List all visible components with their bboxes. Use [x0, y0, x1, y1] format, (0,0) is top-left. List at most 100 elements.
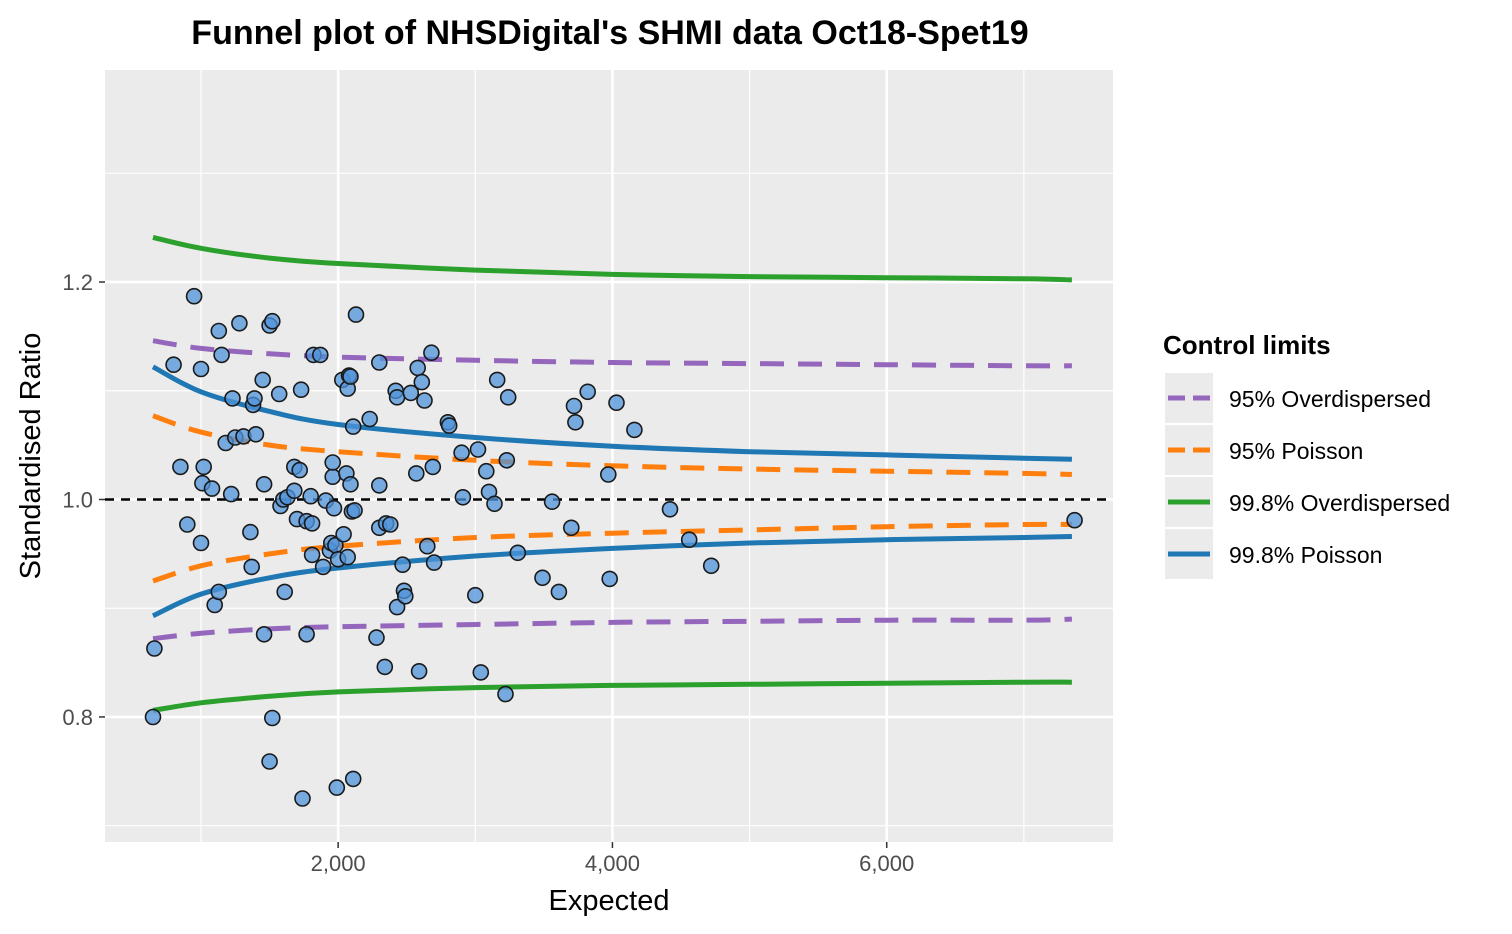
data-point [567, 413, 584, 431]
99-8-overdispersed-upper-limit [152, 234, 1072, 283]
data-point [324, 454, 342, 471]
data-point [562, 519, 580, 537]
data-point [418, 537, 436, 555]
data-point [661, 500, 679, 518]
data-point [195, 458, 212, 476]
data-point [1066, 511, 1083, 529]
x-tick-label: 6,000 [859, 851, 914, 876]
data-point [172, 458, 189, 476]
x-axis-ticks: 2,000 4,000 6,000 [311, 842, 914, 876]
data-point [342, 475, 359, 493]
data-point [255, 475, 273, 493]
data-point [472, 664, 490, 681]
data-point [335, 525, 352, 543]
data-point [165, 356, 182, 374]
legend-entries: 95% Overdispersed 95% Poisson 99.8% Overdi… [1165, 373, 1450, 579]
data-point [243, 558, 260, 576]
data-point [498, 451, 516, 469]
data-point [298, 625, 315, 643]
data-point [254, 371, 272, 389]
data-point [344, 770, 362, 788]
data-point [224, 390, 241, 407]
data-point [440, 417, 458, 434]
legend-title: Control limits [1163, 330, 1331, 360]
data-point [486, 495, 503, 513]
95-poisson-upper-limit [152, 413, 1072, 477]
data-point [579, 383, 597, 401]
data-point [565, 397, 583, 415]
data-point [192, 360, 210, 378]
data-point [370, 354, 388, 371]
99-8-overdispersed-lower-limit [152, 679, 1072, 713]
legend-label: 99.8% Overdispersed [1229, 490, 1450, 516]
data-point [413, 373, 431, 391]
data-point [339, 548, 357, 566]
data-point [314, 558, 332, 576]
data-point [276, 583, 294, 601]
data-point [454, 488, 472, 506]
data-point [396, 587, 414, 605]
data-point [394, 556, 411, 574]
data-point [376, 658, 394, 676]
legend-label: 95% Poisson [1229, 438, 1363, 464]
data-point [246, 390, 263, 407]
data-point [179, 516, 196, 533]
data-point [210, 322, 228, 340]
data-point [144, 708, 162, 726]
data-point [285, 482, 303, 500]
y-axis-title: Standardised Ratio [15, 333, 47, 580]
data-point [192, 534, 210, 552]
data-point [291, 461, 309, 479]
data-point [213, 346, 230, 364]
data-point [466, 586, 484, 604]
data-point [342, 368, 359, 385]
data-points [144, 287, 1083, 807]
data-point [381, 516, 399, 533]
data-point [543, 493, 561, 511]
data-point [303, 546, 321, 564]
data-point [601, 570, 619, 588]
data-point [292, 381, 310, 399]
data-point [425, 554, 443, 571]
legend-label: 95% Overdispersed [1229, 386, 1431, 412]
data-point [261, 753, 278, 770]
data-point [680, 531, 698, 549]
data-point [263, 312, 281, 330]
data-point [499, 388, 517, 406]
data-point [328, 779, 346, 796]
data-point [311, 346, 329, 364]
data-point [402, 384, 420, 402]
95-overdispersed-lower-limit [152, 616, 1072, 642]
data-point [210, 583, 228, 601]
data-point [203, 480, 221, 497]
data-point [477, 462, 495, 480]
data-point [344, 418, 362, 435]
data-point [608, 394, 625, 412]
data-point [388, 598, 406, 616]
data-point [294, 790, 311, 807]
data-point [407, 465, 425, 482]
data-point [534, 569, 551, 587]
data-point [346, 502, 363, 519]
data-point [185, 287, 203, 305]
data-point [270, 385, 288, 403]
x-axis-title: Expected [549, 885, 670, 917]
data-point [242, 523, 259, 541]
y-tick-label: 1.2 [62, 270, 93, 295]
99-8-poisson-lower-limit [151, 534, 1072, 619]
data-point [368, 629, 385, 646]
control-limit-lines [151, 234, 1072, 713]
data-point [469, 441, 487, 458]
data-point [424, 458, 442, 476]
y-tick-label: 0.8 [62, 705, 93, 730]
data-point [370, 477, 388, 494]
data-point [388, 388, 406, 406]
x-tick-label: 2,000 [311, 851, 366, 876]
data-point [302, 487, 320, 505]
data-point [599, 466, 617, 483]
data-point [222, 485, 240, 503]
legend-label: 99.8% Poisson [1229, 542, 1382, 568]
data-point [247, 425, 265, 443]
data-point [410, 662, 428, 680]
data-point [146, 640, 163, 657]
